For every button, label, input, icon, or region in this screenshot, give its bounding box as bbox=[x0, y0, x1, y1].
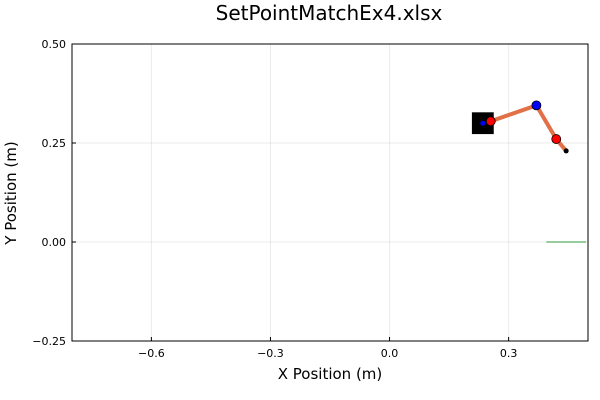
plot-frame bbox=[71, 43, 589, 342]
x-tick-label: −0.3 bbox=[257, 347, 284, 360]
y-axis-title: Y Position (m) bbox=[2, 141, 20, 245]
blue-joint bbox=[531, 100, 542, 111]
target-point bbox=[480, 120, 486, 126]
x-tick-label: 0.0 bbox=[381, 347, 399, 360]
y-tick-label: 0.00 bbox=[42, 236, 67, 249]
ticks: −0.6 −0.3 0.0 0.3 −0.25 0.00 0.25 0.50 bbox=[32, 38, 517, 360]
y-tick-label: 0.25 bbox=[42, 137, 67, 150]
red-joint bbox=[485, 116, 496, 127]
chart-title: SetPointMatchEx4.xlsx bbox=[216, 1, 443, 25]
x-tick-label: 0.3 bbox=[500, 347, 518, 360]
arm-links bbox=[488, 103, 569, 153]
x-axis-title: X Position (m) bbox=[278, 365, 383, 383]
y-tick-label: 0.50 bbox=[42, 38, 67, 51]
plot-area bbox=[471, 100, 587, 243]
end-effector-point bbox=[563, 148, 569, 154]
y-tick-label: −0.25 bbox=[32, 335, 66, 348]
x-tick-label: −0.6 bbox=[138, 347, 165, 360]
red-joint bbox=[551, 134, 562, 144]
grid bbox=[72, 43, 588, 342]
